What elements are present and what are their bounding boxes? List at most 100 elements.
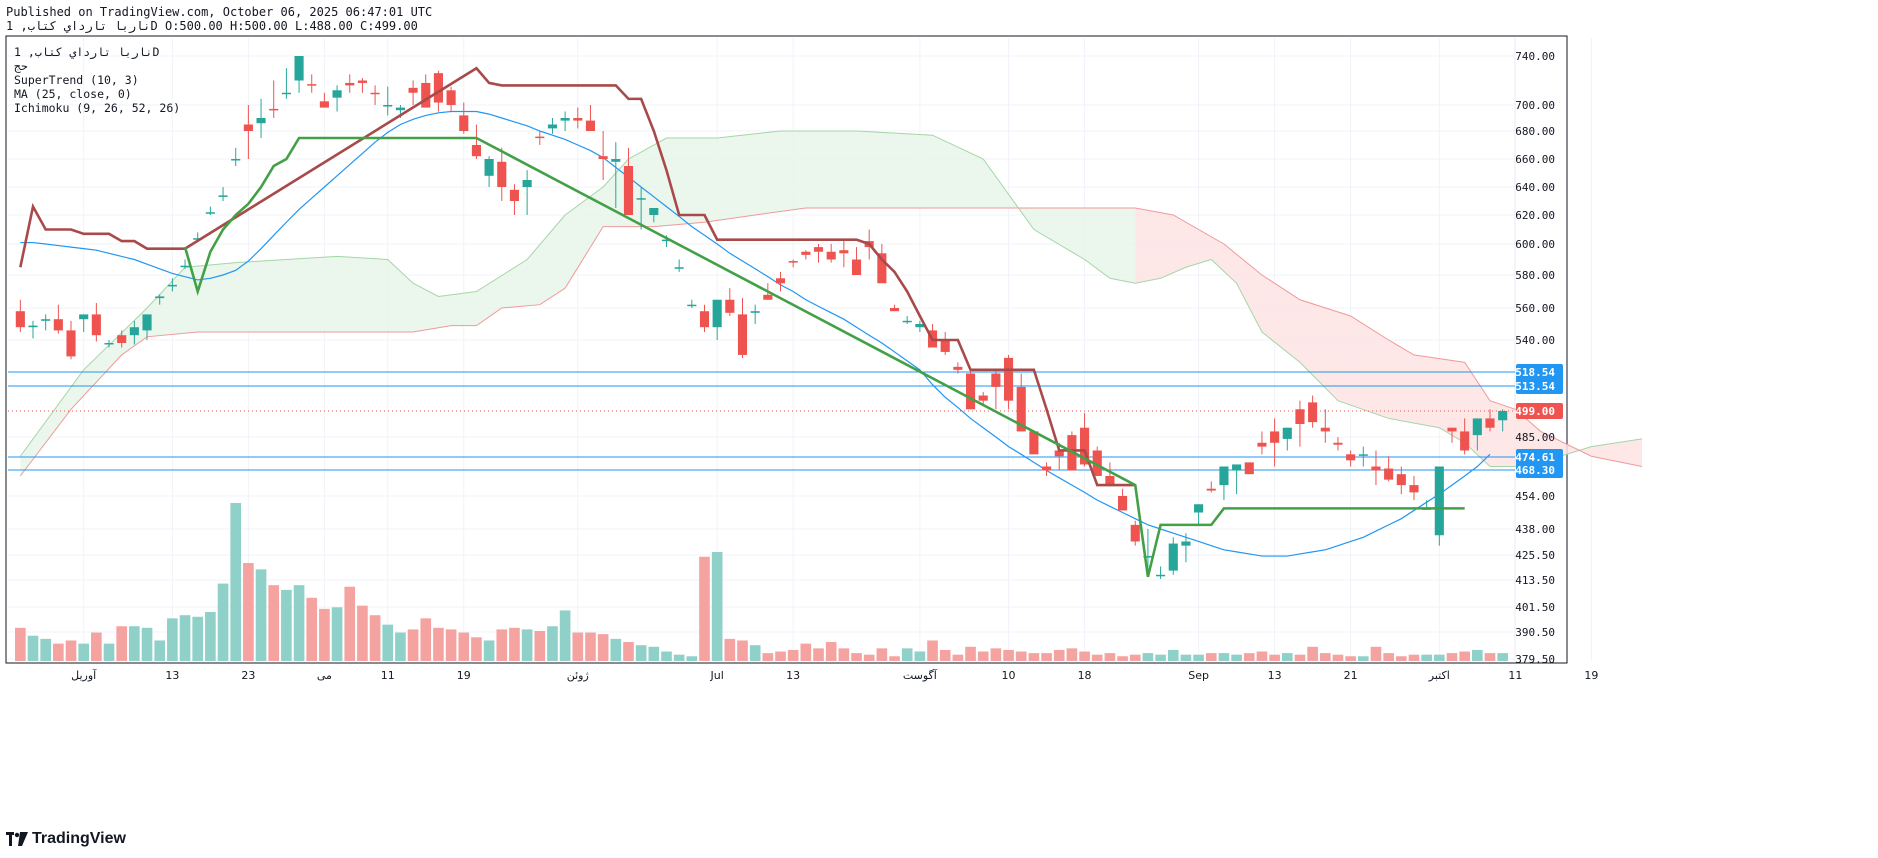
candle-body[interactable] [1029, 431, 1039, 455]
candle-body[interactable] [433, 73, 443, 103]
candle-body[interactable] [1168, 543, 1178, 571]
candle-body[interactable] [1320, 427, 1330, 432]
candle-body[interactable] [104, 342, 114, 345]
candle-body[interactable] [737, 314, 748, 355]
candle-body[interactable] [41, 319, 51, 321]
candle-body[interactable] [28, 325, 38, 328]
candle-body[interactable] [1460, 431, 1470, 451]
candle-body[interactable] [1434, 466, 1444, 536]
candle-body[interactable] [674, 267, 684, 269]
legend-item[interactable]: MA (25, close, 0) [14, 87, 132, 101]
candle-body[interactable] [750, 311, 760, 313]
candle-body[interactable] [79, 314, 89, 320]
legend-item[interactable]: SuperTrend (10, 3) [14, 73, 139, 87]
candle-body[interactable] [535, 136, 545, 139]
candle-body[interactable] [446, 90, 456, 105]
candle-body[interactable] [142, 314, 152, 331]
candle-body[interactable] [1447, 427, 1457, 432]
candle-body[interactable] [1295, 409, 1305, 424]
candle-body[interactable] [421, 82, 431, 108]
candle-body[interactable] [1270, 431, 1280, 443]
candle-body[interactable] [193, 238, 203, 240]
candle-body[interactable] [1092, 450, 1102, 476]
candle-body[interactable] [256, 118, 266, 124]
candle-body[interactable] [294, 56, 304, 81]
candle-body[interactable] [1308, 402, 1318, 423]
candle-body[interactable] [15, 311, 25, 328]
candle-body[interactable] [1118, 496, 1128, 511]
candle-body[interactable] [1219, 466, 1229, 486]
candle-body[interactable] [395, 107, 405, 111]
candle-body[interactable] [611, 159, 621, 162]
candle-body[interactable] [902, 320, 912, 323]
candle-body[interactable] [53, 319, 63, 331]
candle-body[interactable] [1181, 541, 1191, 546]
candle-body[interactable] [180, 265, 190, 268]
candle-body[interactable] [1054, 450, 1064, 457]
candle-body[interactable] [712, 299, 722, 328]
candle-body[interactable] [788, 261, 798, 263]
candle-body[interactable] [851, 259, 862, 276]
candle-body[interactable] [560, 118, 570, 121]
candle-body[interactable] [459, 115, 469, 131]
candle-body[interactable] [319, 101, 329, 108]
candle-body[interactable] [1206, 488, 1216, 491]
candle-body[interactable] [813, 247, 824, 252]
candle-body[interactable] [497, 161, 507, 187]
candle-body[interactable] [623, 166, 634, 215]
candle-body[interactable] [205, 212, 215, 214]
candle-body[interactable] [953, 366, 963, 370]
candle-body[interactable] [1003, 357, 1014, 401]
candle-body[interactable] [471, 145, 481, 157]
candle-body[interactable] [1333, 442, 1343, 445]
candle-body[interactable] [687, 304, 697, 307]
candle-body[interactable] [66, 330, 76, 357]
candle-body[interactable] [1409, 485, 1419, 493]
candle-body[interactable] [1257, 442, 1267, 447]
candle-body[interactable] [218, 195, 228, 197]
candle-body[interactable] [1194, 504, 1204, 513]
candle-body[interactable] [509, 189, 520, 201]
candle-body[interactable] [889, 308, 900, 312]
candle-body[interactable] [661, 239, 672, 242]
candle-body[interactable] [383, 105, 393, 107]
candle-body[interactable] [332, 90, 342, 98]
candle-body[interactable] [1105, 476, 1115, 486]
candle-body[interactable] [1042, 466, 1052, 471]
legend-item[interactable]: Ichimoku (9, 26, 52, 26) [14, 101, 180, 115]
candle-body[interactable] [801, 251, 811, 255]
legend-item[interactable]: ناربا تارداي كتاب, 1D [14, 45, 160, 60]
candle-body[interactable] [547, 124, 558, 129]
candle-body[interactable] [1232, 464, 1242, 471]
candle-body[interactable] [1080, 427, 1090, 465]
candle-body[interactable] [155, 296, 165, 299]
candle-body[interactable] [408, 87, 418, 93]
candle-body[interactable] [1384, 468, 1394, 480]
candle-body[interactable] [1143, 556, 1153, 558]
candle-body[interactable] [699, 311, 710, 328]
candle-body[interactable] [345, 82, 355, 86]
candle-body[interactable] [649, 208, 659, 215]
candle-body[interactable] [129, 327, 139, 336]
candle-body[interactable] [940, 340, 950, 352]
candle-body[interactable] [307, 84, 317, 86]
candle-body[interactable] [1244, 462, 1254, 475]
candle-body[interactable] [725, 299, 735, 313]
candle-body[interactable] [269, 108, 279, 111]
candle-body[interactable] [1282, 427, 1292, 439]
candle-body[interactable] [167, 284, 177, 287]
candle-body[interactable] [965, 373, 976, 410]
candle-body[interactable] [915, 324, 925, 328]
legend-item[interactable]: حج [14, 59, 28, 73]
candle-body[interactable] [357, 80, 367, 83]
candle-body[interactable] [370, 92, 380, 95]
candle-body[interactable] [1156, 574, 1166, 577]
candle-body[interactable] [636, 198, 646, 200]
candle-body[interactable] [1371, 466, 1381, 471]
candle-body[interactable] [1396, 474, 1406, 486]
candle-body[interactable] [1358, 454, 1368, 456]
candle-body[interactable] [1016, 386, 1026, 432]
candle-body[interactable] [826, 251, 836, 260]
candle-body[interactable] [839, 250, 849, 254]
